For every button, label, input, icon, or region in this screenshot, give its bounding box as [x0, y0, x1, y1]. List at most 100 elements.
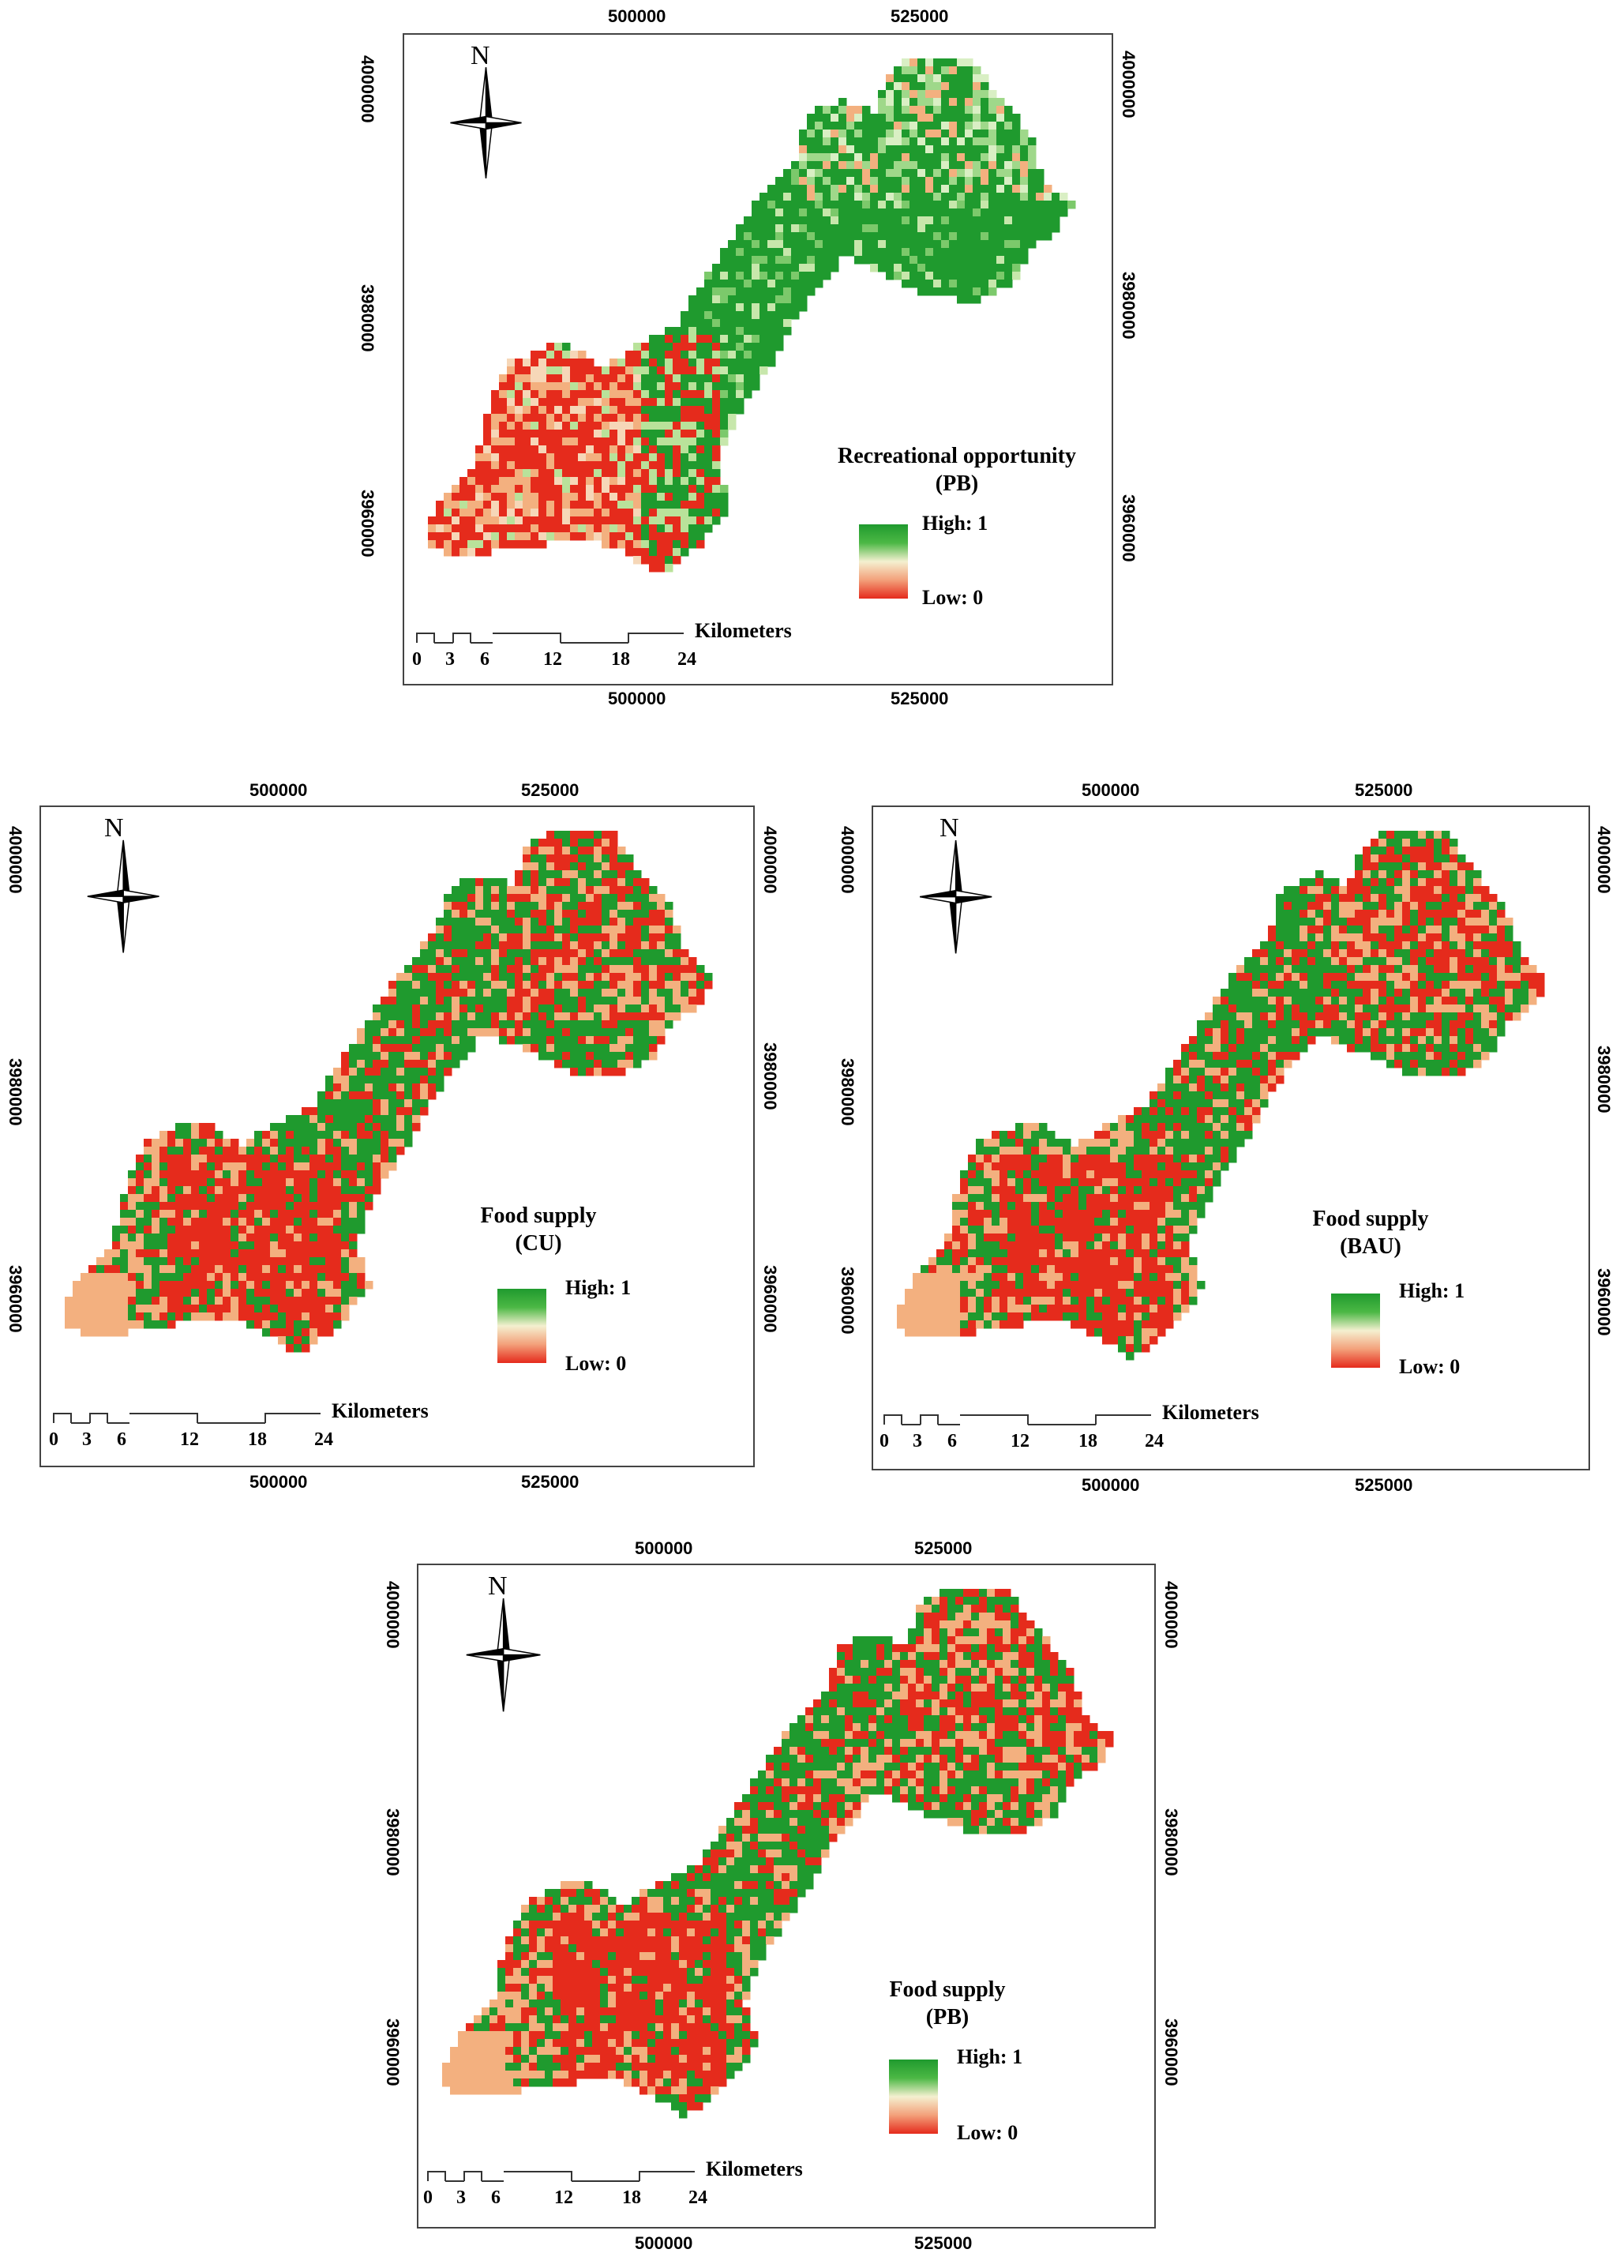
legend-high-label: High: 1: [1399, 1279, 1465, 1302]
scale-tick-12: 12: [1011, 1431, 1030, 1451]
y-tick-right-4000000: 4000000: [1119, 51, 1138, 118]
scale-tick-18: 18: [1078, 1431, 1097, 1451]
x-tick-bottom-525000: 525000: [1355, 1475, 1413, 1495]
x-tick-bottom-500000: 500000: [249, 1472, 308, 1492]
legend-color-ramp: [497, 1289, 546, 1363]
legend-high-label: High: 1: [957, 2045, 1023, 2068]
scale-tick-6: 6: [947, 1431, 957, 1451]
y-tick-right-3960000: 3960000: [760, 1265, 780, 1333]
scale-tick-24: 24: [314, 1429, 333, 1450]
scale-tick-3: 3: [913, 1431, 922, 1451]
x-tick-top-500000: 500000: [249, 780, 308, 800]
x-tick-bottom-500000: 500000: [1082, 1475, 1140, 1495]
scale-tick-0: 0: [880, 1431, 889, 1451]
y-tick-left-4000000: 4000000: [6, 826, 25, 894]
scale-tick-24: 24: [1145, 1431, 1164, 1451]
north-label: N: [471, 41, 490, 70]
scale-tick-12: 12: [180, 1429, 199, 1450]
y-tick-left-3980000: 3980000: [6, 1058, 25, 1126]
scale-tick-0: 0: [423, 2187, 433, 2208]
legend-high-label: High: 1: [922, 512, 988, 535]
north-arrow-icon: [920, 840, 992, 954]
y-tick-right-3980000: 3980000: [1119, 272, 1138, 340]
scale-unit-label: Kilometers: [1162, 1401, 1259, 1424]
map-canvas: [897, 831, 1545, 1361]
x-tick-bottom-525000: 525000: [914, 2233, 973, 2253]
y-tick-left-3980000: 3980000: [383, 1808, 403, 1876]
x-tick-top-500000: 500000: [608, 6, 666, 26]
legend-color-ramp: [859, 524, 908, 599]
legend-title-line2: (PB): [925, 2005, 970, 2030]
map-canvas: [65, 831, 713, 1353]
x-tick-top-500000: 500000: [635, 1538, 693, 1558]
x-tick-bottom-525000: 525000: [891, 689, 949, 708]
north-label: N: [104, 813, 124, 843]
scale-tick-18: 18: [611, 649, 630, 670]
map-frame: N Food supply (BAU) High: 1 Low: 0 0 3 6…: [872, 805, 1590, 1470]
legend-title: Recreational opportunity (PB): [791, 442, 1123, 498]
x-tick-top-500000: 500000: [1082, 780, 1140, 800]
map-panel-food-cu: 500000 525000 N Food supply (CU) High: 1…: [0, 774, 797, 1500]
legend-title: Food supply (PB): [829, 1976, 1066, 2031]
scale-tick-0: 0: [412, 649, 422, 670]
legend-title-line2: (BAU): [1340, 1234, 1401, 1259]
legend-color-ramp: [1331, 1294, 1380, 1368]
scale-tick-6: 6: [117, 1429, 126, 1450]
legend-low-label: Low: 0: [565, 1352, 627, 1375]
land-cover-raster: [442, 1589, 1114, 2119]
scale-tick-18: 18: [622, 2187, 641, 2208]
scale-bar: [427, 2171, 695, 2182]
y-tick-right-3980000: 3980000: [1161, 1808, 1181, 1876]
north-arrow-icon: [450, 67, 522, 178]
scale-tick-0: 0: [49, 1429, 58, 1450]
y-tick-right-4000000: 4000000: [1161, 1581, 1181, 1649]
y-tick-right-4000000: 4000000: [1594, 826, 1614, 894]
y-tick-left-3980000: 3980000: [838, 1058, 857, 1126]
map-canvas: [442, 1589, 1114, 2119]
legend-low-label: Low: 0: [922, 586, 984, 609]
scale-tick-3: 3: [445, 649, 455, 670]
y-tick-right-3960000: 3960000: [1161, 2018, 1181, 2086]
north-label: N: [940, 813, 959, 843]
scale-unit-label: Kilometers: [706, 2157, 803, 2180]
y-tick-right-3960000: 3960000: [1594, 1268, 1614, 1336]
scale-tick-3: 3: [82, 1429, 92, 1450]
scale-tick-6: 6: [480, 649, 489, 670]
scale-unit-label: Kilometers: [695, 619, 792, 642]
north-label: N: [488, 1571, 508, 1601]
scale-tick-24: 24: [688, 2187, 707, 2208]
land-cover-raster: [428, 58, 1076, 573]
y-tick-left-3960000: 3960000: [358, 490, 377, 558]
y-tick-left-3960000: 3960000: [383, 2018, 403, 2086]
scale-tick-3: 3: [456, 2187, 466, 2208]
north-arrow-icon: [87, 839, 159, 953]
x-tick-top-525000: 525000: [1355, 780, 1413, 800]
legend-title-line1: Recreational opportunity: [837, 444, 1077, 468]
legend-title-line2: (PB): [935, 471, 979, 496]
legend-title-line1: Food supply: [889, 1977, 1006, 2002]
legend-color-ramp: [889, 2060, 938, 2134]
legend-title-line1: Food supply: [480, 1203, 597, 1228]
scale-tick-12: 12: [543, 649, 562, 670]
scale-unit-label: Kilometers: [332, 1399, 429, 1422]
legend-high-label: High: 1: [565, 1276, 632, 1299]
scale-tick-12: 12: [554, 2187, 573, 2208]
map-panel-recreation-pb: 500000 525000 N Recreational opportunity…: [347, 0, 1153, 715]
x-tick-top-525000: 525000: [914, 1538, 973, 1558]
x-tick-top-525000: 525000: [521, 780, 579, 800]
legend-title: Food supply (BAU): [1252, 1205, 1489, 1260]
y-tick-left-4000000: 4000000: [383, 1581, 403, 1649]
land-cover-raster: [65, 831, 713, 1353]
x-tick-bottom-525000: 525000: [521, 1472, 579, 1492]
scale-tick-6: 6: [491, 2187, 501, 2208]
y-tick-right-3980000: 3980000: [1594, 1046, 1614, 1113]
map-panel-food-bau: 500000 525000 N Food supply (BAU) High: …: [831, 774, 1620, 1500]
scale-bar: [416, 633, 684, 644]
legend-title-line2: (CU): [515, 1231, 562, 1256]
map-canvas: [428, 58, 1076, 573]
y-tick-left-4000000: 4000000: [358, 55, 377, 123]
y-tick-left-3960000: 3960000: [6, 1265, 25, 1333]
map-frame: N Food supply (CU) High: 1 Low: 0 0 3 6 …: [39, 805, 755, 1467]
y-tick-right-3980000: 3980000: [760, 1042, 780, 1110]
north-arrow-icon: [466, 1598, 541, 1712]
